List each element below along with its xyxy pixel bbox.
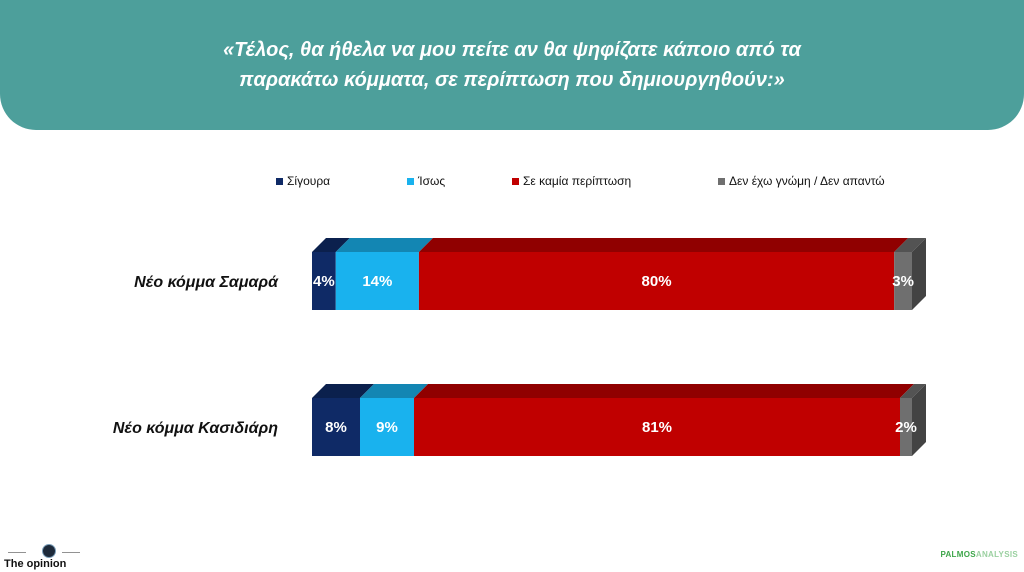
bar-isos-2 <box>360 398 414 456</box>
bar-side-1 <box>912 238 926 310</box>
bar-kamia-1 <box>418 252 895 310</box>
palmos-analysis-logo: PALMOSANALYSIS <box>940 550 1018 559</box>
bar-top-kamia-2 <box>414 384 914 398</box>
bar-kamia-2 <box>414 398 900 456</box>
palmos-logo-part2: ANALYSIS <box>975 550 1018 559</box>
legend-item-den-exo: Δεν έχω γνώμη / Δεν απαντώ <box>718 174 885 188</box>
the-opinion-logo: ▬▬▬▬▬▬ ▬▬▬▬▬▬ The opinion <box>4 540 100 572</box>
value-label-den-exo-1: 3% <box>892 273 914 290</box>
value-label-kamia-2: 81% <box>642 419 672 436</box>
the-opinion-logo-text: The opinion <box>4 558 67 570</box>
bar-den-exo-2 <box>900 398 912 456</box>
legend-item-isos: Ίσως <box>407 174 445 188</box>
legend-item-sigoura: Σίγουρα <box>276 174 330 188</box>
bar-side-2 <box>912 384 926 456</box>
bar-top-sigoura-2 <box>312 384 374 398</box>
question-banner: «Τέλος, θα ήθελα να μου πείτε αν θα ψηφί… <box>0 0 1024 130</box>
value-label-isos-2: 9% <box>376 419 398 436</box>
bar-den-exo-1 <box>894 252 912 310</box>
legend-swatch-kamia <box>512 177 519 185</box>
logo-fineprint-right: ▬▬▬▬▬▬ <box>62 550 80 554</box>
logo-fineprint-left: ▬▬▬▬▬▬ <box>8 550 26 554</box>
chart-legend: Σίγουρα Ίσως Σε καμία περίπτωση Δεν έχω … <box>0 174 1024 190</box>
value-label-sigoura-1: 4% <box>313 273 335 290</box>
legend-label-den-exo: Δεν έχω γνώμη / Δεν απαντώ <box>729 174 885 188</box>
legend-label-sigoura: Σίγουρα <box>287 174 331 188</box>
legend-swatch-den-exo <box>718 177 725 185</box>
bar-top-isos-2 <box>360 384 428 398</box>
bar-sigoura-1 <box>312 252 336 310</box>
legend-label-isos: Ίσως <box>418 174 446 188</box>
legend-swatch-sigoura <box>276 177 283 185</box>
value-label-isos-1: 14% <box>362 273 392 290</box>
value-label-kamia-1: 80% <box>642 273 672 290</box>
value-label-sigoura-2: 8% <box>325 419 347 436</box>
bar-top-sigoura-1 <box>312 238 350 252</box>
category-label-1: Νέο κόμμα Σαμαρά <box>134 274 279 291</box>
opinion-eye-icon <box>42 544 56 558</box>
question-line-1: «Τέλος, θα ήθελα να μου πείτε αν θα ψηφί… <box>223 39 801 61</box>
bar-top-isos-1 <box>335 238 433 252</box>
bar-top-kamia-1 <box>418 238 909 252</box>
bar-sigoura-2 <box>312 398 360 456</box>
bar-top-den-exo-1 <box>894 238 926 252</box>
legend-swatch-isos <box>407 177 414 185</box>
category-label-2: Νέο κόμμα Κασιδιάρη <box>113 420 278 437</box>
bar-isos-1 <box>335 252 419 310</box>
question-line-2: παρακάτω κόμματα, σε περίπτωση που δημιο… <box>239 69 785 91</box>
legend-item-kamia: Σε καμία περίπτωση <box>512 174 631 188</box>
legend-label-kamia: Σε καμία περίπτωση <box>523 174 632 188</box>
palmos-logo-part1: PALMOS <box>940 550 976 559</box>
stacked-bar-chart: 4% 14% 80% 3% Νέο κόμμα Σαμαρά 8% 9% 81% 2% Νέο κ… <box>113 238 926 456</box>
value-label-den-exo-2: 2% <box>895 419 917 436</box>
bar-top-den-exo-2 <box>900 384 926 398</box>
